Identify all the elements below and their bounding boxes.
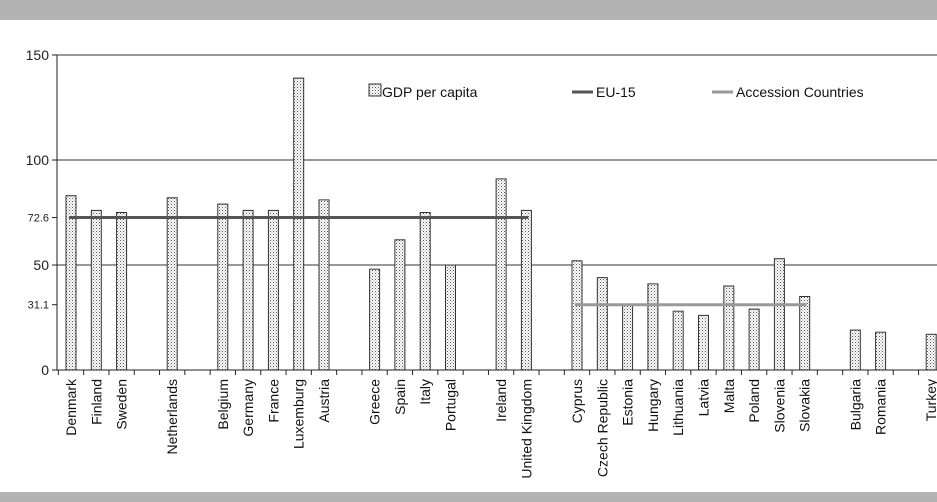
bar bbox=[293, 77, 305, 371]
bar bbox=[166, 197, 178, 371]
bar bbox=[773, 258, 785, 371]
category-label: Luxemburg bbox=[291, 379, 307, 449]
category-label: United Kingdom bbox=[518, 379, 534, 479]
category-label: Greece bbox=[367, 379, 383, 425]
legend-label: EU-15 bbox=[596, 84, 636, 100]
category-label: Slovakia bbox=[797, 379, 813, 432]
category-label: Turkey bbox=[923, 379, 937, 421]
bar bbox=[394, 239, 406, 371]
category-label: France bbox=[265, 379, 281, 423]
top-band bbox=[0, 0, 937, 20]
category-label: Denmark bbox=[63, 378, 79, 436]
category-label: Netherlands bbox=[164, 379, 180, 455]
category-label: Italy bbox=[417, 379, 433, 405]
category-label: Portugal bbox=[443, 379, 459, 431]
y-tick-label: 150 bbox=[26, 47, 50, 63]
category-label: Cyprus bbox=[569, 379, 585, 423]
bar bbox=[875, 331, 887, 371]
bar bbox=[65, 195, 77, 371]
bar bbox=[748, 308, 760, 371]
legend-label: GDP per capita bbox=[382, 84, 478, 100]
y-tick-label: 31.1 bbox=[28, 300, 49, 312]
bar bbox=[520, 209, 532, 371]
bar bbox=[622, 304, 634, 371]
bar bbox=[849, 329, 861, 371]
bar bbox=[369, 268, 381, 371]
category-label: Latvia bbox=[696, 379, 712, 417]
bar bbox=[445, 264, 456, 371]
category-label: Finland bbox=[88, 379, 104, 425]
category-label: Belgium bbox=[215, 379, 231, 430]
bar bbox=[495, 178, 507, 371]
bar bbox=[596, 277, 608, 371]
y-tick-label: 50 bbox=[33, 257, 49, 273]
y-tick-label: 0 bbox=[41, 362, 49, 378]
category-label: Germany bbox=[240, 379, 256, 437]
y-tick-label: 100 bbox=[26, 152, 50, 168]
category-label: Poland bbox=[746, 379, 762, 423]
bar bbox=[419, 212, 431, 371]
category-label: Malta bbox=[721, 379, 737, 413]
bar bbox=[217, 203, 229, 371]
bar bbox=[799, 296, 811, 371]
bar bbox=[672, 310, 684, 371]
category-label: Spain bbox=[392, 379, 408, 415]
bar bbox=[571, 260, 583, 371]
legend-swatch bbox=[368, 83, 382, 97]
bar bbox=[242, 209, 254, 371]
category-label: Ireland bbox=[493, 379, 509, 422]
category-label: Sweden bbox=[114, 379, 130, 430]
bar bbox=[723, 285, 735, 371]
category-label: Austria bbox=[316, 379, 332, 423]
bar bbox=[267, 209, 279, 371]
bar bbox=[647, 283, 659, 371]
category-label: Slovenia bbox=[771, 379, 787, 433]
bar bbox=[925, 333, 937, 371]
category-label: Bulgaria bbox=[847, 379, 863, 431]
y-tick-label: 72.6 bbox=[28, 213, 49, 225]
bar bbox=[698, 314, 709, 371]
bottom-band bbox=[0, 492, 937, 502]
bar bbox=[90, 209, 102, 371]
legend-label: Accession Countries bbox=[736, 84, 864, 100]
category-label: Czech Republic bbox=[594, 379, 610, 477]
category-label: Estonia bbox=[620, 379, 636, 426]
category-label: Romania bbox=[873, 379, 889, 435]
bar bbox=[318, 199, 330, 371]
category-label: Hungary bbox=[645, 379, 661, 432]
category-label: Lithuania bbox=[670, 379, 686, 436]
bar bbox=[116, 212, 128, 371]
